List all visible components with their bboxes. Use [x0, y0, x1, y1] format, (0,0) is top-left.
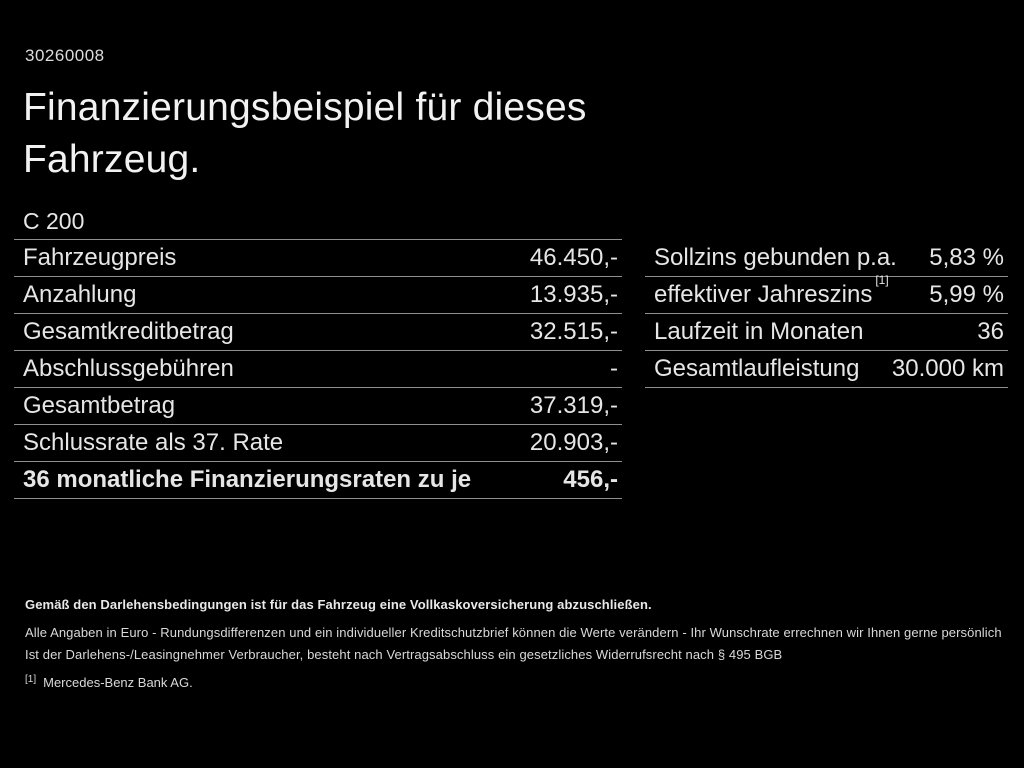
row-label: Laufzeit in Monaten — [654, 318, 864, 345]
vehicle-model-label: C 200 — [14, 208, 622, 240]
row-label: Abschlussgebühren — [23, 355, 234, 382]
footnote-marker: [1] — [875, 273, 889, 287]
insurance-note: Gemäß den Darlehensbedingungen ist für d… — [25, 597, 652, 612]
table-row: Gesamtkreditbetrag 32.515,- — [14, 314, 622, 351]
row-value: 5,99 % — [929, 281, 1004, 308]
row-value: 30.000 km — [891, 355, 1004, 382]
row-label: Anzahlung — [23, 281, 137, 308]
legal-footer: Gemäß den Darlehensbedingungen ist für d… — [25, 597, 1010, 690]
row-value: 36 — [977, 318, 1004, 345]
financing-table: Fahrzeugpreis 46.450,- Anzahlung 13.935,… — [14, 240, 622, 499]
footnote-marker: [1] — [25, 674, 37, 685]
row-label: Gesamtkreditbetrag — [23, 318, 234, 345]
disclaimer-line: Ist der Darlehens-/Leasingnehmer Verbrau… — [25, 647, 783, 662]
disclaimer-line: Alle Angaben in Euro - Rundungsdifferenz… — [25, 625, 1002, 640]
table-row: Schlussrate als 37. Rate 20.903,- — [14, 425, 622, 462]
conditions-table: Sollzins gebunden p.a. 5,83 % effektiver… — [645, 240, 1008, 388]
row-value: 20.903,- — [529, 429, 618, 456]
row-value: 37.319,- — [529, 392, 618, 419]
row-value: - — [610, 355, 618, 382]
page-title: Finanzierungsbeispiel für dieses Fahrzeu… — [23, 86, 587, 181]
row-label: Schlussrate als 37. Rate — [23, 429, 284, 456]
row-value: 32.515,- — [529, 318, 618, 345]
row-label: Fahrzeugpreis — [23, 244, 177, 271]
table-row: Laufzeit in Monaten 36 — [645, 314, 1008, 351]
row-value: 5,83 % — [929, 244, 1004, 271]
table-row: Anzahlung 13.935,- — [14, 277, 622, 314]
table-row: Sollzins gebunden p.a. 5,83 % — [645, 240, 1008, 277]
row-label: 36 monatliche Finanzierungsraten zu je — [23, 466, 472, 493]
row-value: 46.450,- — [529, 244, 618, 271]
row-label: Gesamtbetrag — [23, 392, 176, 419]
table-row-monthly-rate: 36 monatliche Finanzierungsraten zu je 4… — [14, 462, 622, 499]
row-label: effektiver Jahreszins[1] — [654, 273, 889, 308]
row-label: Sollzins gebunden p.a. — [654, 244, 897, 271]
table-row: Fahrzeugpreis 46.450,- — [14, 240, 622, 277]
row-label: Gesamtlaufleistung — [654, 355, 860, 382]
table-row: Gesamtbetrag 37.319,- — [14, 388, 622, 425]
document-id: 30260008 — [25, 46, 105, 65]
bank-footnote: [1] Mercedes-Benz Bank AG. — [25, 674, 1010, 690]
table-row: Abschlussgebühren - — [14, 351, 622, 388]
table-row: effektiver Jahreszins[1] 5,99 % — [645, 273, 1008, 314]
footnote-text: Mercedes-Benz Bank AG. — [43, 675, 193, 690]
row-value: 456,- — [563, 466, 618, 493]
table-row: Gesamtlaufleistung 30.000 km — [645, 351, 1008, 388]
row-value: 13.935,- — [529, 281, 618, 308]
